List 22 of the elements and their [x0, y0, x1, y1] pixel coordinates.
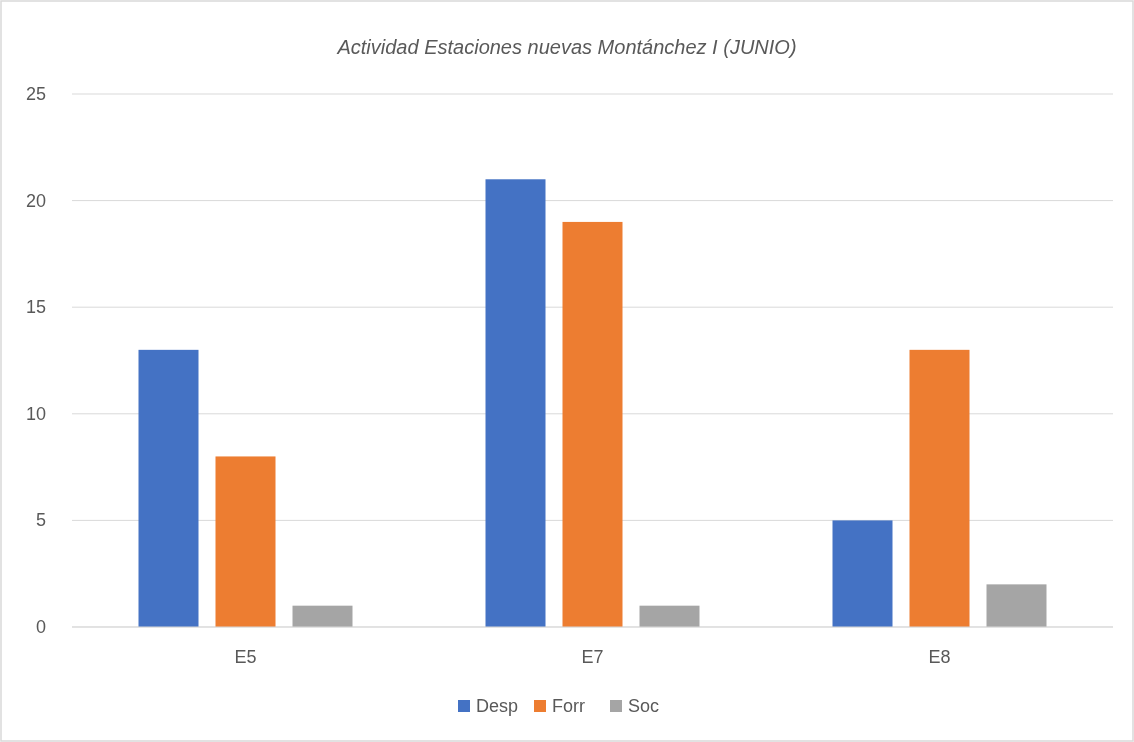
legend-label: Soc	[628, 696, 660, 716]
y-tick-label: 0	[35, 617, 46, 637]
legend-label: Desp	[476, 696, 519, 716]
legend-label: Forr	[552, 696, 585, 716]
y-tick-label: 10	[25, 403, 46, 424]
bar	[639, 605, 700, 627]
x-tick-label: E8	[928, 647, 951, 667]
y-tick-label: 15	[25, 297, 46, 318]
chart-title: Actividad Estaciones nuevas Montánchez I (JUNIO)	[336, 36, 797, 58]
bar	[986, 584, 1047, 627]
bar	[138, 349, 199, 627]
bar	[909, 349, 970, 627]
x-tick-label: E5	[234, 647, 257, 667]
x-tick-label: E7	[581, 647, 604, 667]
bar	[485, 179, 546, 627]
y-tick-label: 20	[25, 190, 46, 211]
bar	[215, 456, 276, 627]
bar	[562, 221, 623, 627]
y-tick-label: 25	[25, 84, 46, 104]
bar	[832, 520, 893, 627]
y-tick-label: 5	[35, 510, 46, 531]
bar	[292, 605, 353, 627]
